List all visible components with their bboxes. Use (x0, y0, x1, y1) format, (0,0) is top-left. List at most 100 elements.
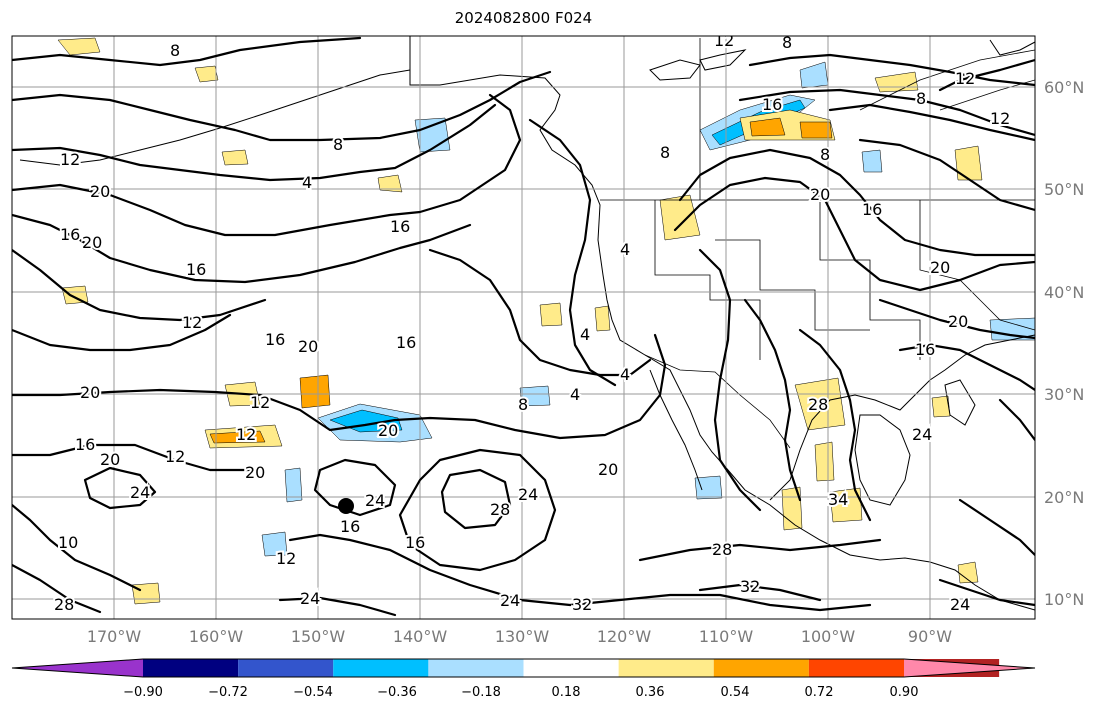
colorbar-tick-label: −0.90 (123, 685, 163, 700)
contour-label: 16 (396, 333, 416, 352)
latitude-labels: 60°N 50°N 40°N 30°N 20°N 10°N (1044, 78, 1084, 609)
contour-label: 20 (810, 185, 830, 204)
contour-label: 16 (340, 517, 360, 536)
lon-label: 130°W (495, 627, 550, 646)
contour-label: 24 (130, 483, 150, 502)
contour-label: 20 (80, 383, 100, 402)
contour-label: 28 (54, 595, 74, 614)
contour-label: 20 (948, 312, 968, 331)
shade-lightblue (861, 149, 883, 173)
contour-label: 4 (580, 325, 590, 344)
contour-label: 16 (265, 330, 285, 349)
longitude-labels: 170°W 160°W 150°W 140°W 130°W 120°W 110°… (87, 627, 952, 646)
shade-yellow (377, 174, 403, 193)
shade-yellow (539, 302, 563, 327)
contour-label: 24 (500, 591, 520, 610)
contour-label: 8 (782, 33, 792, 52)
contour-label: 4 (620, 240, 630, 259)
shade-yellow (957, 561, 979, 584)
colorbar-tick-label: 0.72 (805, 685, 834, 700)
contour-label: 16 (75, 435, 95, 454)
contour-label: 16 (186, 260, 206, 279)
lat-label: 30°N (1044, 385, 1084, 404)
shade-yellow (794, 377, 846, 431)
political-borders (409, 36, 1035, 449)
contour-lines (12, 36, 1035, 617)
shade-yellow (221, 149, 249, 166)
colorbar-segment (713, 659, 809, 677)
shade-yellow (781, 486, 803, 531)
shade-orange (799, 121, 833, 139)
contour-label: 24 (300, 589, 320, 608)
contour-label: 20 (82, 233, 102, 252)
colorbar-tick-label: −0.54 (293, 685, 333, 700)
shade-yellow (954, 145, 983, 181)
contour-label: 10 (58, 533, 78, 552)
colorbar-tick-label: −0.18 (461, 685, 501, 700)
colorbar-segment (428, 659, 524, 677)
contour-label: 20 (245, 463, 265, 482)
map-area: 12 8 8 12 8 12 12 8 8 20 8 4 16 16 20 20… (12, 31, 1035, 619)
contour-label: 24 (518, 485, 538, 504)
lon-label: 170°W (87, 627, 142, 646)
lon-label: 160°W (189, 627, 244, 646)
contour-label: 16 (390, 217, 410, 236)
shade-lightblue (284, 467, 303, 503)
contour-label: 12 (714, 31, 734, 50)
contour-label: 20 (930, 258, 950, 277)
contour-label: 8 (333, 135, 343, 154)
colorbar-segment (808, 659, 904, 677)
contour-label: 12 (250, 393, 270, 412)
colorbar (11, 658, 1036, 678)
shade-yellow (194, 65, 219, 83)
colorbar-tick-label: 0.36 (636, 685, 665, 700)
lon-label: 90°W (908, 627, 952, 646)
contour-labels: 12 8 8 12 8 12 12 8 8 20 8 4 16 16 20 20… (52, 31, 1012, 616)
shade-orange (749, 117, 786, 137)
map-frame (11, 35, 1036, 620)
lon-label: 120°W (597, 627, 652, 646)
lon-label: 100°W (801, 627, 856, 646)
lon-label: 110°W (699, 627, 754, 646)
lat-label: 60°N (1044, 78, 1084, 97)
contour-label: 32 (740, 577, 760, 596)
shade-yellow (61, 285, 89, 305)
shade-lightblue (519, 385, 551, 407)
contour-label: 24 (365, 491, 385, 510)
shade-yellow (594, 305, 611, 332)
contour-label: 8 (820, 145, 830, 164)
contour-label: 24 (912, 425, 932, 444)
contour-label: 24 (950, 595, 970, 614)
colorbar-extend-low (12, 659, 143, 677)
contour-label: 4 (570, 385, 580, 404)
lon-label: 150°W (291, 627, 346, 646)
shade-yellow (931, 395, 951, 418)
colorbar-segment (618, 659, 714, 677)
shade-yellow (659, 194, 701, 241)
colorbar-outline (11, 658, 1036, 678)
contour-label: 8 (916, 89, 926, 108)
shade-yellow (131, 582, 161, 605)
storm-center-marker (338, 498, 354, 514)
contour-label: 4 (302, 173, 312, 192)
shade-yellow (814, 441, 835, 482)
colorbar-segment (333, 659, 429, 677)
lat-label: 40°N (1044, 283, 1084, 302)
contour-label: 28 (712, 540, 732, 559)
colorbar-extend-high (904, 659, 1035, 677)
contour-label: 16 (762, 95, 782, 114)
shade-yellow (57, 37, 101, 56)
lat-lon-grid (12, 36, 1035, 619)
colorbar-tick-label: 0.90 (890, 685, 919, 700)
lat-label: 20°N (1044, 488, 1084, 507)
contour-label: 20 (378, 421, 398, 440)
contour-label: 16 (862, 200, 882, 219)
colorbar-tick-label: −0.36 (377, 685, 417, 700)
shade-orange (299, 374, 331, 409)
contour-label: 28 (808, 395, 828, 414)
contour-label: 12 (236, 425, 256, 444)
lat-label: 50°N (1044, 180, 1084, 199)
contour-label: 32 (572, 595, 592, 614)
colorbar-tick-label: 0.54 (721, 685, 750, 700)
